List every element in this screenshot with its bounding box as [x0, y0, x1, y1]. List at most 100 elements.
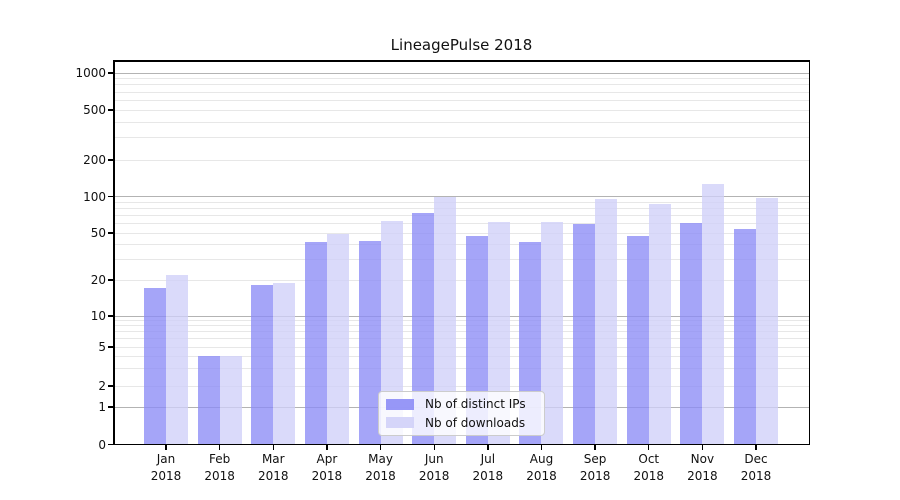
- x-tick-label-nov: Nov 2018: [670, 451, 734, 484]
- bar-downloads-may: [380, 220, 403, 445]
- x-tick-label-line: Dec: [744, 452, 768, 466]
- x-tick-label-feb: Feb 2018: [188, 451, 252, 484]
- gridline-minor-7: [113, 331, 810, 333]
- x-tick-label-line: Mar: [261, 452, 285, 466]
- gridline-minor-3: [113, 368, 810, 370]
- y-tick-500: [108, 109, 113, 111]
- bar-ips-may: [358, 240, 381, 445]
- bar-downloads-jan: [166, 275, 188, 445]
- gridline-minor-20: [113, 279, 810, 281]
- x-tick-mar: [272, 445, 274, 450]
- x-tick-label-line: 2018: [472, 468, 504, 483]
- gridline-minor-400: [113, 121, 810, 123]
- x-tick-label-line: 2018: [687, 468, 718, 483]
- y-tick-50: [108, 232, 113, 234]
- y-tick-0: [108, 443, 113, 446]
- gridline-major-100: [113, 196, 810, 197]
- y-tick-1: [108, 406, 113, 408]
- gridline-minor-800: [113, 84, 810, 86]
- bar-ips-jan: [144, 288, 166, 445]
- x-tick-label-mar: Mar 2018: [241, 451, 305, 484]
- bar-ips-nov: [680, 222, 703, 445]
- y-tick-label-5: 5: [98, 340, 106, 354]
- y-tick-label-1: 1: [98, 400, 106, 414]
- x-tick-label-line: Feb: [209, 452, 231, 466]
- legend-swatch-ips: [386, 398, 414, 410]
- x-tick-aug: [540, 445, 543, 450]
- gridline-minor-5: [113, 346, 810, 348]
- x-tick-jul: [487, 445, 489, 450]
- gridline-minor-700: [113, 91, 810, 93]
- y-tick-20: [108, 279, 113, 281]
- x-tick-label-line: 2018: [257, 468, 289, 483]
- bar-downloads-dec: [756, 198, 779, 445]
- gridline-minor-30: [113, 258, 810, 260]
- x-tick-oct: [648, 445, 650, 450]
- x-tick-label-line: 2018: [579, 468, 611, 483]
- y-tick-label-0: 0: [98, 437, 106, 452]
- gridline-minor-6: [113, 338, 810, 340]
- gridline-minor-9: [113, 320, 810, 322]
- y-tick-5: [108, 346, 113, 348]
- y-tick-1000: [108, 72, 113, 74]
- x-tick-jun: [433, 445, 435, 450]
- gridline-minor-40: [113, 243, 810, 245]
- x-tick-label-line: 2018: [150, 468, 182, 483]
- bar-downloads-oct: [648, 203, 671, 445]
- chart-title: LineagePulse 2018: [390, 36, 533, 54]
- x-tick-label-line: Jul: [480, 452, 496, 466]
- gridline-major-1000: [113, 72, 810, 74]
- x-tick-label-line: 2018: [365, 468, 396, 483]
- x-tick-label-jan: Jan 2018: [134, 451, 198, 484]
- y-tick-label-20: 20: [90, 273, 106, 287]
- x-tick-label-may: May 2018: [349, 451, 413, 484]
- y-tick-label-500: 500: [83, 103, 106, 117]
- gridline-minor-90: [113, 201, 810, 203]
- y-tick-label-200: 200: [83, 153, 106, 167]
- y-tick-10: [108, 315, 113, 317]
- x-tick-dec: [755, 445, 757, 450]
- x-tick-label-line: Jun: [424, 452, 444, 466]
- bar-ips-jun: [412, 213, 435, 445]
- bar-downloads-apr: [326, 234, 349, 445]
- bar-ips-dec: [734, 228, 757, 445]
- gridline-minor-60: [113, 222, 810, 224]
- gridline-minor-900: [113, 78, 810, 80]
- x-tick-label-line: Nov: [690, 452, 715, 466]
- x-tick-label-line: Aug: [529, 452, 554, 466]
- legend-swatch-downloads: [386, 417, 414, 429]
- x-tick-label-line: 2018: [418, 468, 450, 483]
- spine-top: [113, 60, 810, 62]
- x-tick-nov: [701, 445, 704, 450]
- legend-label-downloads: Nb of downloads: [425, 415, 526, 430]
- x-tick-label-jul: Jul 2018: [456, 451, 520, 484]
- bar-ips-mar: [251, 285, 274, 445]
- x-tick-label-dec: Dec 2018: [724, 451, 788, 484]
- y-tick-100: [108, 195, 113, 198]
- x-tick-label-line: 2018: [204, 468, 235, 483]
- x-tick-label-line: Oct: [638, 452, 660, 466]
- legend: Nb of distinct IPs Nb of downloads: [378, 391, 545, 436]
- x-tick-label-line: May: [368, 452, 393, 466]
- x-tick-label-line: Apr: [316, 452, 338, 466]
- y-tick-label-2: 2: [98, 379, 106, 393]
- x-tick-label-line: 2018: [311, 468, 343, 483]
- x-tick-feb: [218, 445, 221, 450]
- gridline-minor-600: [113, 99, 810, 101]
- gridline-major-10: [113, 315, 810, 317]
- x-tick-apr: [326, 445, 328, 450]
- x-tick-label-line: 2018: [526, 468, 557, 483]
- y-axis-labels: 0 1 2 5 10 20 50 100 200 500 1000: [40, 60, 106, 452]
- bar-downloads-sep: [595, 199, 618, 445]
- bar-downloads-jul: [487, 221, 510, 445]
- gridline-minor-2: [113, 385, 810, 387]
- y-tick-label-1000: 1000: [75, 66, 106, 80]
- gridline-minor-500: [113, 109, 810, 111]
- x-tick-may: [379, 445, 382, 450]
- y-tick-label-100: 100: [83, 189, 106, 204]
- legend-row-downloads: Nb of downloads: [386, 414, 537, 431]
- x-tick-label-sep: Sep 2018: [563, 451, 627, 484]
- gridline-minor-300: [113, 137, 810, 139]
- gridline-minor-80: [113, 207, 810, 209]
